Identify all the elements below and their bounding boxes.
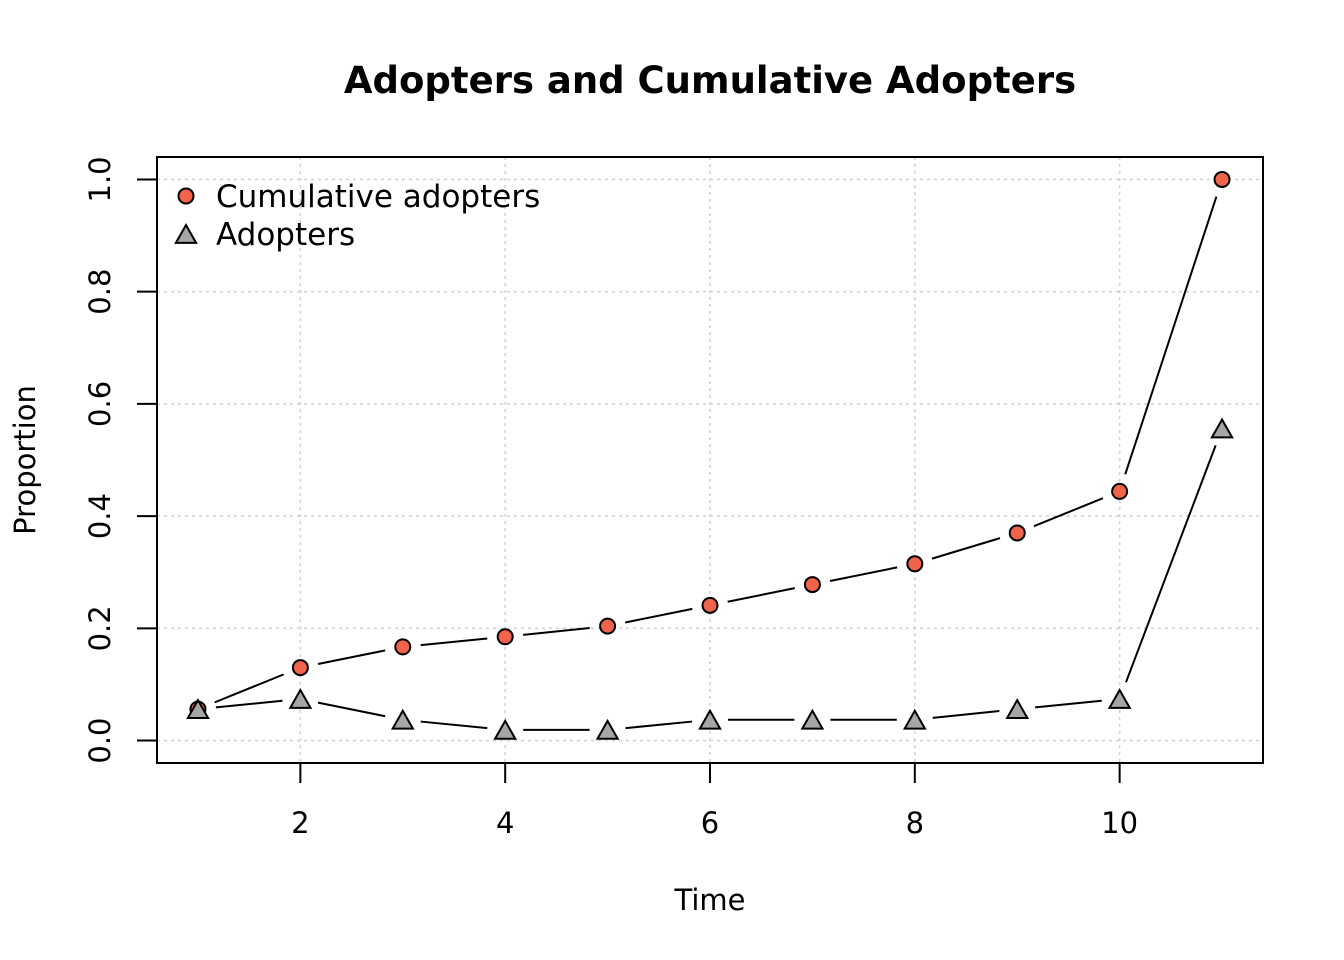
legend-marker-cumulative-adopters [177,187,195,205]
legend-label-cumulative-adopters: Cumulative adopters [216,179,540,215]
chart-title: Adopters and Cumulative Adopters [344,59,1076,102]
adopters-line-segment-5 [625,720,693,730]
adopters-line-segment-8 [932,710,1000,719]
x-tick-label-6: 6 [701,806,719,840]
adopters-point-5 [595,718,620,740]
cumulative-adopters-point-5 [599,617,617,635]
cumulative-adopters-line-segment-4 [522,626,590,636]
cumulative-adopters-point-3 [394,638,412,656]
cumulative-adopters-line-segment-7 [829,566,898,582]
adopters-point-7 [800,708,825,730]
y-tick-label-0.2: 0.2 [83,605,117,651]
cumulative-adopters-point-10 [1111,482,1129,500]
y-tick-label-0.6: 0.6 [83,381,117,427]
legend-label-adopters: Adopters [216,217,355,253]
adopters-line-segment-10 [1125,445,1217,683]
adopters-point-11 [1210,417,1234,439]
grid-layer [157,157,1263,763]
cumulative-adopters-point-6 [701,596,719,614]
x-tick-label-8: 8 [906,806,924,840]
series-layer [186,170,1234,740]
adopters-point-4 [493,718,518,740]
cumulative-adopters-point-2 [291,659,309,677]
cumulative-adopters-line-segment-10 [1124,196,1218,475]
x-axis-label: Time [674,883,746,917]
legend-marker-adopters [174,222,198,244]
adopters-line-segment-9 [1035,699,1102,709]
adopters-point-8 [902,708,927,730]
y-tick-label-0.0: 0.0 [83,717,117,763]
adopters-point-10 [1107,688,1132,709]
y-axis-label: Proportion [8,385,42,535]
y-tick-label-0.4: 0.4 [83,493,117,539]
x-tick-label-10: 10 [1101,806,1138,840]
adopters-point-9 [1005,698,1030,719]
cumulative-adopters-point-11 [1213,170,1231,188]
x-tick-label-2: 2 [291,806,309,840]
cumulative-adopters-line-segment-1 [214,673,285,704]
adopters-line-segment-2 [317,701,386,718]
adopters-line-segment-3 [420,720,488,730]
cumulative-adopters-line-segment-5 [625,607,693,624]
adopters-point-6 [698,708,722,730]
cumulative-adopters-point-8 [906,555,924,573]
cumulative-adopters-line-segment-8 [931,537,1001,560]
y-tick-label-1.0: 1.0 [83,156,117,202]
cumulative-adopters-point-4 [496,628,514,646]
cumulative-adopters-point-9 [1008,524,1026,542]
adopters-point-2 [288,688,313,709]
cumulative-adopters-line-segment-6 [727,587,795,603]
adopters-point-1 [186,698,210,719]
cumulative-adopters-line-segment-9 [1033,497,1104,528]
x-tick-label-4: 4 [496,806,514,840]
adopters-line-segment-1 [215,699,283,709]
axis-layer: 2 4 6 8 10 0.0 0.2 0.4 0.6 0.8 1.0 [83,156,1264,840]
cumulative-adopters-line-segment-2 [317,649,386,666]
y-tick-label-0.8: 0.8 [83,269,117,315]
cumulative-adopters-line-segment-3 [420,637,488,647]
cumulative-adopters-point-7 [803,576,821,594]
adopters-point-3 [390,708,415,730]
